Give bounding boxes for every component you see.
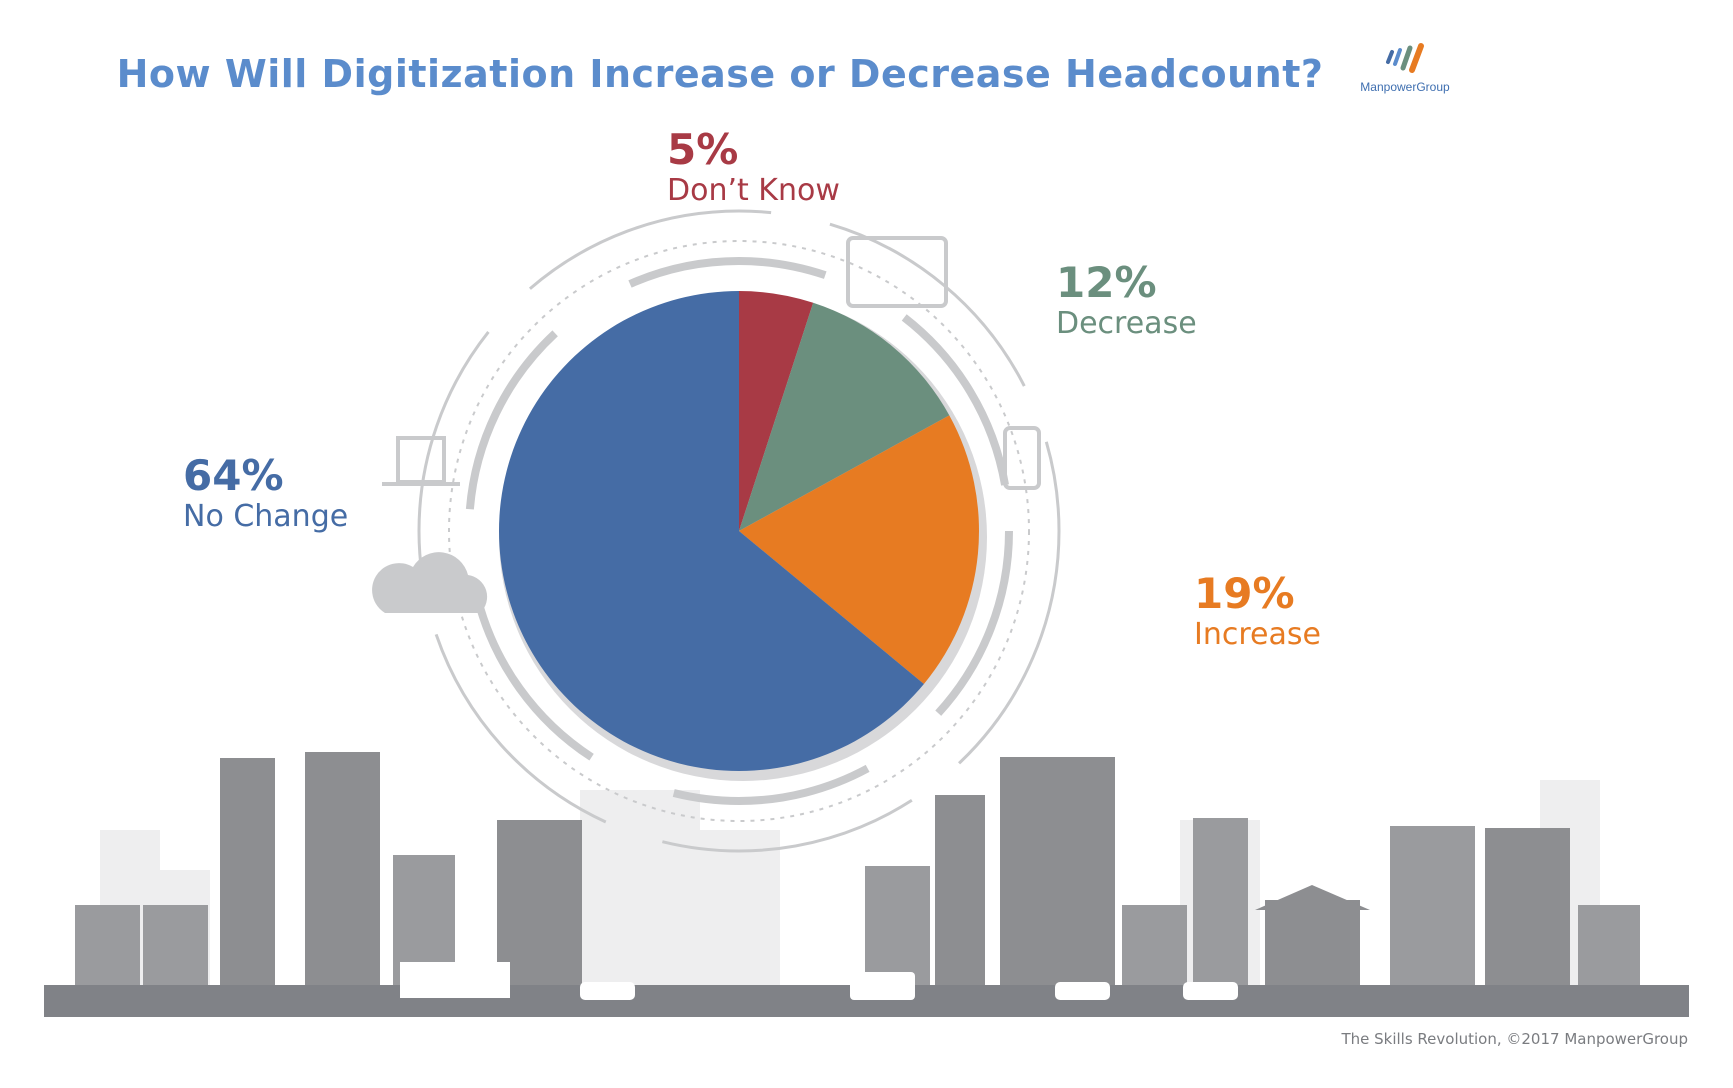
label-decrease: 12% Decrease (1056, 258, 1197, 342)
city-skyline (44, 752, 1689, 1017)
pct-increase: 19% (1194, 569, 1295, 618)
manpowergroup-logo: ManpowerGroup (1350, 42, 1460, 94)
decorative-rings (417, 209, 1061, 853)
cat-increase: Increase (1194, 617, 1321, 653)
pie-slice-increase (739, 415, 979, 684)
pct-decrease: 12% (1056, 258, 1157, 307)
cat-no-change: No Change (183, 499, 349, 535)
pie-slice-don-t-know (739, 291, 814, 531)
device-icons (372, 236, 1041, 613)
tablet-icon (846, 236, 948, 308)
cloud-icon (372, 552, 488, 613)
pct-no-change: 64% (183, 451, 284, 500)
chart-title: How Will Digitization Increase or Decrea… (116, 52, 1324, 96)
label-no-change: 64% No Change (183, 451, 349, 535)
phone-icon (1003, 426, 1041, 490)
logo-mark-icon (1386, 43, 1424, 73)
cat-decrease: Decrease (1056, 306, 1197, 342)
footer-credit: The Skills Revolution, ©2017 ManpowerGro… (1341, 1030, 1688, 1048)
pct-dont-know: 5% (667, 125, 739, 174)
cat-dont-know: Don’t Know (667, 173, 840, 209)
laptop-icon (382, 436, 460, 486)
label-increase: 19% Increase (1194, 569, 1321, 653)
pie-chart (499, 291, 987, 781)
label-dont-know: 5% Don’t Know (667, 125, 840, 209)
logo-text: ManpowerGroup (1360, 80, 1450, 94)
pie-slice-no-change (499, 291, 924, 771)
pie-slice-decrease (739, 302, 950, 531)
